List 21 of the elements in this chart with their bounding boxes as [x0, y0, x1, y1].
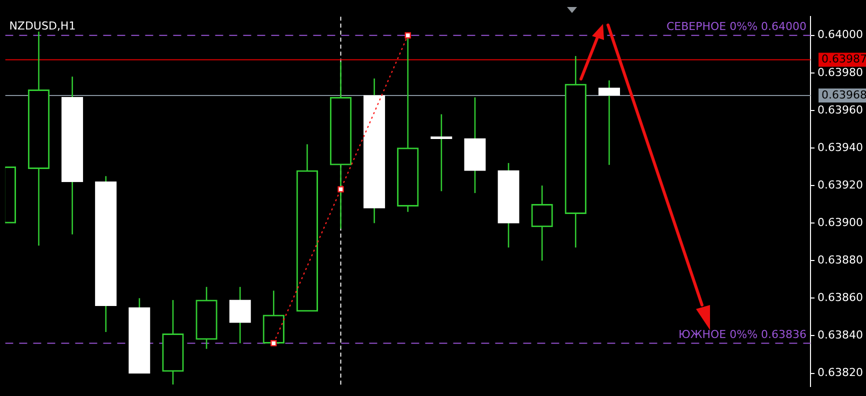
candlestick	[229, 286, 251, 344]
y-tick-label: 0.63820	[818, 366, 864, 380]
candlestick	[531, 184, 553, 262]
y-tick-label: 0.63900	[818, 216, 864, 229]
y-tick-label: 0.63840	[818, 328, 864, 342]
ref-line-label: 0.63987	[822, 52, 866, 66]
y-tick-label: 0.63940	[818, 140, 864, 154]
point	[338, 186, 344, 192]
y-tick-label: 0.63880	[818, 253, 864, 266]
point	[270, 340, 277, 346]
chart-title: NZDUSD,H1	[9, 19, 76, 32]
ref-line-label: ЮЖНОЕ 0%% 0.63836	[678, 328, 807, 342]
y-tick-label: 0.63920	[818, 178, 864, 192]
point	[404, 32, 411, 38]
y-tick-label: 0.63980	[818, 66, 864, 79]
y-tick-label: 0.63960	[818, 103, 864, 116]
y-tick-label: 0.64000	[818, 28, 864, 42]
y-tick-label: 0.63860	[818, 291, 864, 304]
ref-line-label: СЕВЕРНОЕ 0%% 0.64000	[666, 20, 807, 34]
candlestick	[598, 80, 620, 166]
ref-line-label: 0.63968	[822, 88, 866, 102]
